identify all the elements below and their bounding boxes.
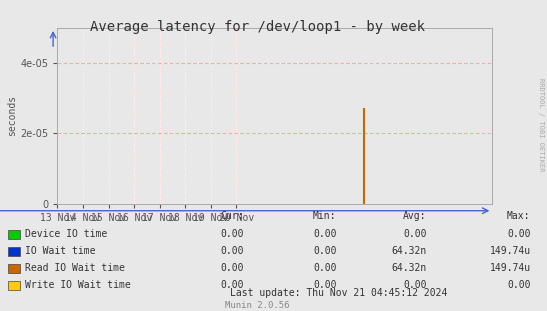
Text: 0.00: 0.00 <box>220 229 243 239</box>
Text: 0.00: 0.00 <box>313 229 336 239</box>
Text: Read IO Wait time: Read IO Wait time <box>25 263 125 273</box>
Text: 0.00: 0.00 <box>220 246 243 256</box>
Text: 64.32n: 64.32n <box>392 263 427 273</box>
Text: 0.00: 0.00 <box>313 263 336 273</box>
Text: 64.32n: 64.32n <box>392 246 427 256</box>
Text: RRDTOOL / TOBI OETIKER: RRDTOOL / TOBI OETIKER <box>538 78 544 171</box>
Text: Avg:: Avg: <box>403 211 427 221</box>
Text: Max:: Max: <box>507 211 531 221</box>
Text: Last update: Thu Nov 21 04:45:12 2024: Last update: Thu Nov 21 04:45:12 2024 <box>230 288 448 298</box>
Text: 0.00: 0.00 <box>507 281 531 290</box>
Text: Munin 2.0.56: Munin 2.0.56 <box>225 301 289 310</box>
Text: 0.00: 0.00 <box>220 263 243 273</box>
Text: 149.74u: 149.74u <box>490 263 531 273</box>
Text: 0.00: 0.00 <box>313 281 336 290</box>
Text: Cur:: Cur: <box>220 211 243 221</box>
Text: Min:: Min: <box>313 211 336 221</box>
Text: 0.00: 0.00 <box>313 246 336 256</box>
Text: 0.00: 0.00 <box>403 281 427 290</box>
Text: IO Wait time: IO Wait time <box>25 246 95 256</box>
Text: 0.00: 0.00 <box>507 229 531 239</box>
Text: 0.00: 0.00 <box>403 229 427 239</box>
Text: 149.74u: 149.74u <box>490 246 531 256</box>
Y-axis label: seconds: seconds <box>8 95 18 137</box>
Text: Average latency for /dev/loop1 - by week: Average latency for /dev/loop1 - by week <box>90 20 424 34</box>
Text: 0.00: 0.00 <box>220 281 243 290</box>
Text: Device IO time: Device IO time <box>25 229 107 239</box>
Text: Write IO Wait time: Write IO Wait time <box>25 281 130 290</box>
